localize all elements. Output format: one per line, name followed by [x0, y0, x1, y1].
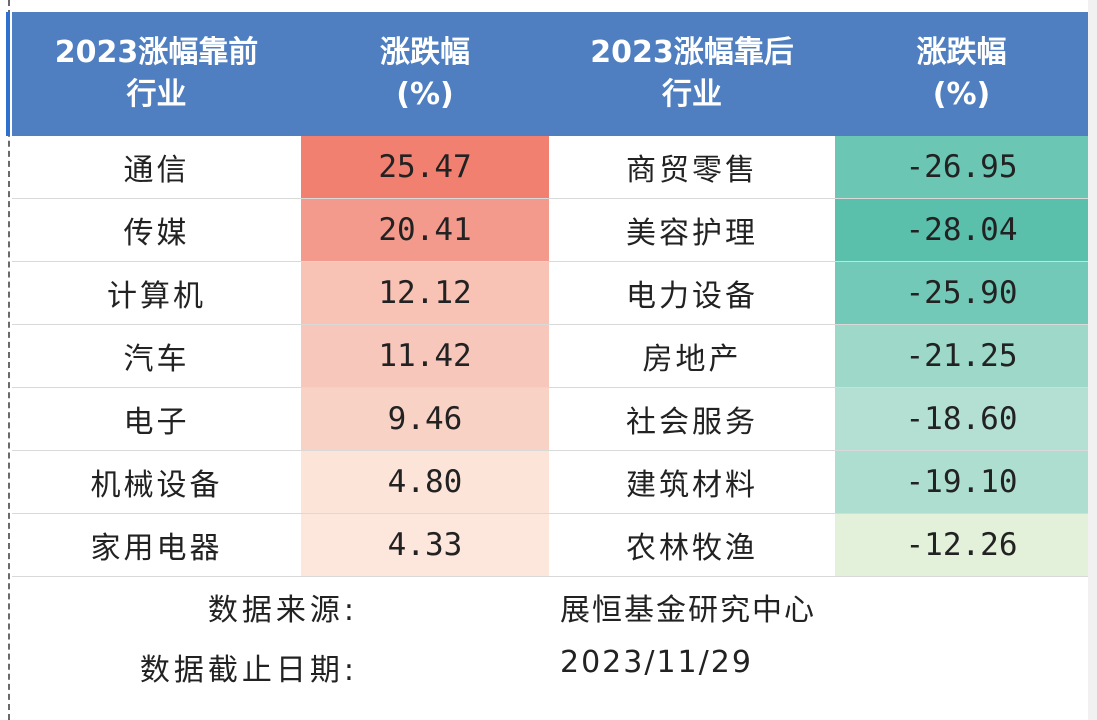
top-change-cell: 4.80: [301, 450, 549, 514]
top-industry-cell: 通信: [12, 136, 301, 199]
bottom-change-cell: -12.26: [835, 513, 1088, 577]
bottom-change-cell: -19.10: [835, 450, 1088, 514]
header-bottom-change: 涨跌幅 (%): [835, 12, 1088, 136]
table-row: 汽车 11.42 房地产 -21.25: [12, 324, 1088, 388]
table-row: 电子 9.46 社会服务 -18.60: [12, 387, 1088, 451]
top-change-cell: 9.46: [301, 387, 549, 451]
bottom-change-cell: -26.95: [835, 136, 1088, 199]
date-label: 数据截止日期:: [139, 653, 358, 688]
header-top-industry: 2023涨幅靠前 行业: [12, 12, 301, 136]
bottom-change-cell: -18.60: [835, 387, 1088, 451]
left-border: [0, 0, 10, 720]
bottom-change-cell: -25.90: [835, 261, 1088, 325]
source-label: 数据来源:: [207, 593, 358, 628]
top-change-cell: 4.33: [301, 513, 549, 577]
bottom-change-cell: -21.25: [835, 324, 1088, 388]
bottom-industry-cell: 商贸零售: [549, 136, 835, 199]
right-gutter: [1088, 0, 1097, 720]
top-change-cell: 25.47: [301, 136, 549, 199]
bottom-industry-cell: 农林牧渔: [549, 513, 835, 577]
bottom-change-cell: -28.04: [835, 198, 1088, 262]
bottom-industry-cell: 美容护理: [549, 198, 835, 262]
selection-marker: [6, 12, 10, 136]
top-industry-cell: 计算机: [12, 261, 301, 325]
source-value: 展恒基金研究中心: [560, 593, 816, 628]
source-row: 数据来源: 展恒基金研究中心: [12, 575, 1088, 635]
top-industry-cell: 机械设备: [12, 450, 301, 514]
date-value: 2023/11/29: [560, 645, 753, 680]
header-bottom-industry: 2023涨幅靠后 行业: [549, 12, 835, 136]
bottom-industry-cell: 房地产: [549, 324, 835, 388]
table-row: 传媒 20.41 美容护理 -28.04: [12, 198, 1088, 262]
top-change-cell: 12.12: [301, 261, 549, 325]
table-row: 家用电器 4.33 农林牧渔 -12.26: [12, 513, 1088, 577]
bottom-industry-cell: 建筑材料: [549, 450, 835, 514]
table-row: 机械设备 4.80 建筑材料 -19.10: [12, 450, 1088, 514]
top-industry-cell: 电子: [12, 387, 301, 451]
table-row: 通信 25.47 商贸零售 -26.95: [12, 136, 1088, 199]
table-footer: 数据来源: 展恒基金研究中心 数据截止日期: 2023/11/29: [12, 575, 1088, 695]
top-industry-cell: 家用电器: [12, 513, 301, 577]
top-industry-cell: 传媒: [12, 198, 301, 262]
top-industry-cell: 汽车: [12, 324, 301, 388]
top-change-cell: 20.41: [301, 198, 549, 262]
header-top-change: 涨跌幅 (%): [301, 12, 549, 136]
date-row: 数据截止日期: 2023/11/29: [12, 635, 1088, 695]
bottom-industry-cell: 社会服务: [549, 387, 835, 451]
industry-performance-table: 2023涨幅靠前 行业 涨跌幅 (%) 2023涨幅靠后 行业 涨跌幅 (%) …: [12, 12, 1088, 577]
header-row: 2023涨幅靠前 行业 涨跌幅 (%) 2023涨幅靠后 行业 涨跌幅 (%): [12, 12, 1088, 136]
top-change-cell: 11.42: [301, 324, 549, 388]
table-row: 计算机 12.12 电力设备 -25.90: [12, 261, 1088, 325]
bottom-industry-cell: 电力设备: [549, 261, 835, 325]
